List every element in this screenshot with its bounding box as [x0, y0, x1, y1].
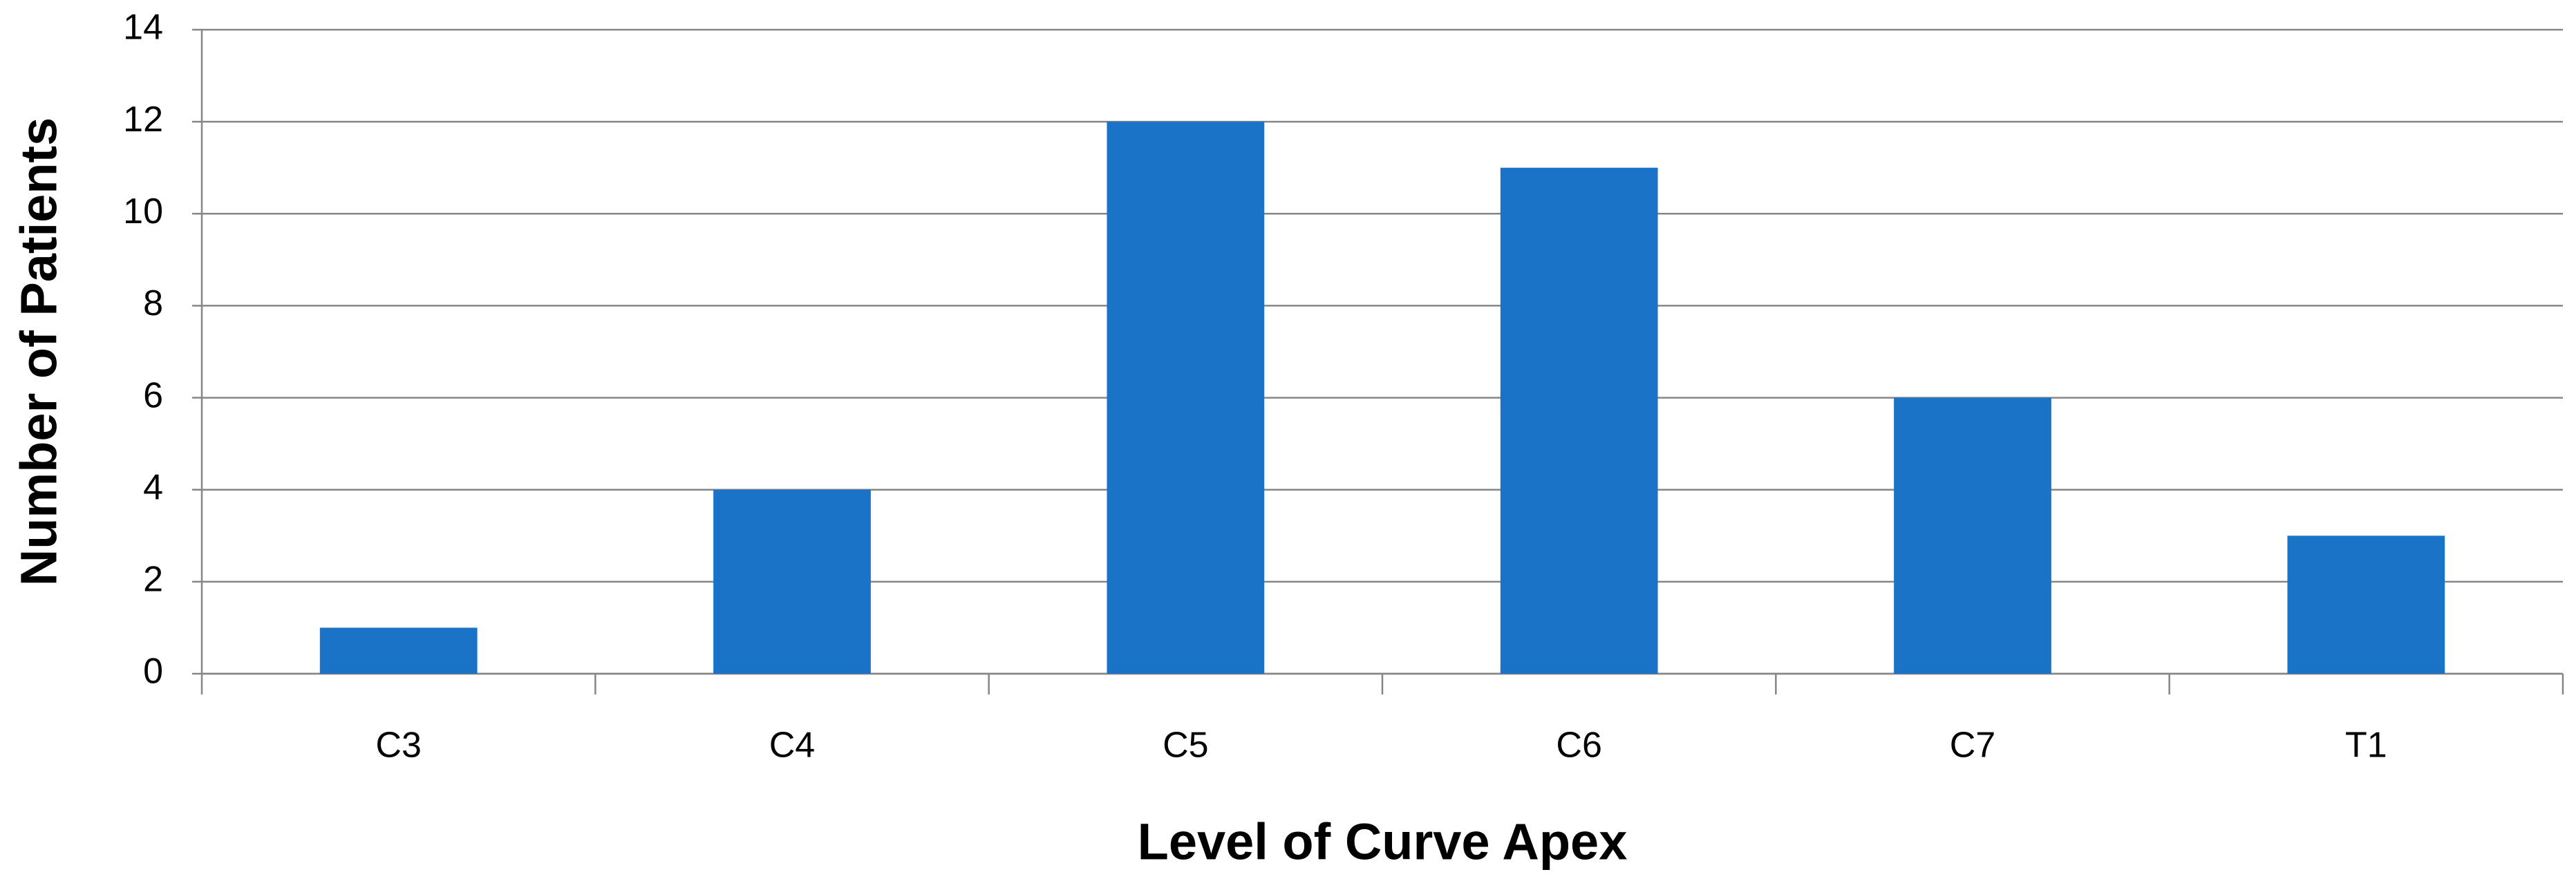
x-axis-title: Level of Curve Apex	[1138, 813, 1628, 871]
y-tick-label: 6	[143, 375, 163, 415]
x-tick-label: C3	[375, 726, 421, 766]
y-tick-label: 4	[143, 467, 163, 507]
x-tick-label: C4	[769, 726, 815, 766]
y-axis-title: Number of Patients	[10, 117, 68, 586]
bar	[1107, 122, 1265, 674]
x-tick-label: T1	[2345, 726, 2387, 766]
bar	[319, 627, 478, 674]
y-tick-label: 0	[143, 652, 163, 692]
y-tick-label: 2	[143, 560, 163, 600]
x-tick-label: C7	[1950, 726, 1995, 766]
bar	[1500, 167, 1658, 674]
y-tick-label: 10	[123, 191, 163, 231]
bar	[2287, 536, 2445, 674]
bar	[713, 489, 871, 674]
x-tick-label: C6	[1556, 726, 1601, 766]
y-tick-label: 8	[143, 283, 163, 323]
y-tick-label: 12	[123, 100, 163, 140]
y-tick-label: 14	[123, 8, 163, 48]
x-tick-label: C5	[1163, 726, 1208, 766]
bar	[1894, 397, 2051, 674]
